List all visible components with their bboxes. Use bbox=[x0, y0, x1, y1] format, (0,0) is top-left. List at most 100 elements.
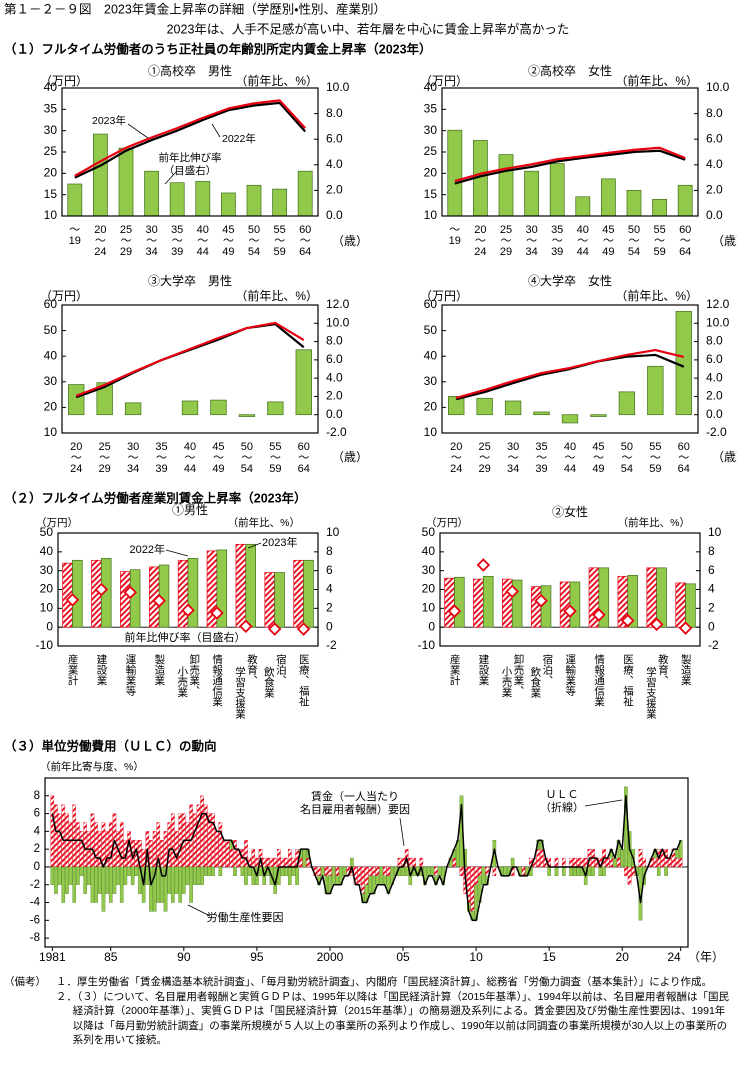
bar bbox=[152, 831, 157, 868]
bar bbox=[90, 866, 95, 903]
text-line: 小売業 bbox=[176, 666, 188, 698]
y2-tick-label: 6 bbox=[326, 563, 333, 577]
bar bbox=[218, 866, 223, 876]
text-line: 44 bbox=[197, 246, 209, 258]
bar bbox=[386, 866, 391, 876]
note-item: １．厚生労働省「賃金構造基本統計調査」、「毎月勤労統計調査」、内閣府「国民経済計… bbox=[56, 976, 713, 988]
bar bbox=[470, 866, 475, 912]
bar bbox=[448, 396, 465, 416]
line bbox=[51, 795, 682, 922]
bar bbox=[174, 831, 179, 868]
bar bbox=[368, 875, 372, 894]
text-line: 20 bbox=[70, 441, 82, 453]
x-axis-unit: （歳） bbox=[712, 234, 737, 248]
text-line: ～ bbox=[475, 235, 486, 247]
x-tick-label: 95 bbox=[250, 950, 264, 964]
bar bbox=[540, 585, 552, 628]
y-tick-label: 10 bbox=[424, 208, 438, 222]
bar bbox=[401, 866, 405, 876]
bar bbox=[178, 866, 182, 903]
y2-tick-label: 2.0 bbox=[706, 183, 723, 197]
bar bbox=[291, 866, 296, 876]
y2-tick-label: 8.0 bbox=[706, 334, 723, 348]
y2-tick-label: 10.0 bbox=[706, 315, 730, 329]
bar bbox=[572, 857, 577, 868]
bar bbox=[580, 857, 584, 868]
y-tick-label: 20 bbox=[40, 582, 54, 596]
x-tick-label: 30 ～ 34 bbox=[127, 441, 139, 475]
bar bbox=[118, 147, 134, 217]
text-line: ～ bbox=[650, 452, 661, 464]
bar bbox=[675, 582, 686, 628]
x-tick-label: 製造業 bbox=[153, 653, 165, 686]
bar bbox=[626, 190, 642, 217]
line bbox=[74, 101, 307, 179]
bar bbox=[65, 866, 69, 894]
text-line: 44 bbox=[184, 463, 196, 475]
bar bbox=[675, 849, 679, 859]
bar bbox=[605, 857, 610, 868]
bar bbox=[221, 192, 236, 217]
text-line: 39 bbox=[535, 463, 547, 475]
text-line: 25 bbox=[99, 441, 111, 453]
bar bbox=[485, 866, 489, 876]
bar bbox=[124, 402, 142, 416]
y2-tick-label: 6 bbox=[708, 563, 715, 577]
bar bbox=[408, 857, 413, 868]
bar bbox=[561, 857, 566, 868]
x-tick-label: 20 ～ 24 bbox=[94, 224, 106, 258]
y-tick-label: 25 bbox=[424, 144, 438, 158]
series-label: ＵＬＣ（折線） bbox=[540, 789, 584, 814]
bar bbox=[185, 866, 190, 885]
text-line: ～ bbox=[565, 452, 576, 464]
text-line: 45 bbox=[222, 224, 234, 236]
x-tick-label: 1981 bbox=[39, 950, 66, 964]
bar bbox=[163, 866, 168, 912]
text-line: 29 bbox=[479, 463, 491, 475]
text-line: ～ bbox=[449, 224, 460, 236]
bar bbox=[262, 857, 266, 868]
chart-title: ①高校卒 男性 bbox=[148, 64, 232, 78]
y-tick-label: -10 bbox=[418, 638, 436, 652]
y-tick-label: 10 bbox=[44, 425, 58, 439]
bar bbox=[222, 840, 226, 868]
bar bbox=[101, 822, 106, 868]
x-tick-label: 教育、学習支援業 bbox=[234, 653, 258, 719]
section-heading: （３）単位労働費用（ＵＬＣ）の動向 bbox=[4, 738, 217, 753]
bar bbox=[174, 866, 179, 894]
plot-frame bbox=[61, 304, 319, 434]
y2-tick-label: 12.0 bbox=[326, 297, 350, 311]
y2-tick-label: 10.0 bbox=[326, 315, 350, 329]
bar bbox=[61, 866, 66, 903]
text-line: 飲食業 bbox=[263, 665, 275, 698]
text-line: 60 bbox=[678, 441, 690, 453]
x-tick-label: 40 ～ 44 bbox=[197, 224, 209, 258]
bar bbox=[244, 866, 248, 885]
bar bbox=[454, 576, 465, 628]
bar bbox=[530, 586, 542, 628]
bar bbox=[274, 572, 285, 628]
y-axis-unit: （万円） bbox=[36, 517, 78, 529]
x-tick-label: 20 ～ 24 bbox=[474, 224, 486, 258]
bar bbox=[196, 804, 201, 868]
bar bbox=[101, 866, 106, 912]
bar bbox=[298, 857, 303, 868]
y2-axis-unit: （前年比、%） bbox=[615, 73, 698, 88]
text-line: 39 bbox=[155, 463, 167, 475]
x-tick-label: 25 ～ 29 bbox=[99, 441, 111, 475]
text-line: 賃金（一人当たり bbox=[311, 789, 399, 803]
text-line: 25 bbox=[500, 224, 512, 236]
y-tick-label: -6 bbox=[30, 914, 40, 926]
bar bbox=[652, 199, 667, 217]
text-line: 35 bbox=[155, 441, 167, 453]
y2-axis-unit: （前年比、%） bbox=[235, 288, 318, 303]
figure-subtitle: 2023年は、人手不足感が高い中、若年層を中心に賃金上昇率が高かった bbox=[167, 21, 570, 36]
y-tick-label: 20 bbox=[422, 582, 436, 596]
text-line: ～ bbox=[577, 235, 588, 247]
bar bbox=[192, 813, 197, 868]
y2-tick-label: 6.0 bbox=[706, 352, 723, 366]
y2-tick-label: 0 bbox=[326, 619, 333, 633]
y-tick-label: 40 bbox=[422, 544, 436, 558]
bar bbox=[492, 866, 497, 876]
x-tick-label: 運輸業等 bbox=[564, 654, 576, 696]
